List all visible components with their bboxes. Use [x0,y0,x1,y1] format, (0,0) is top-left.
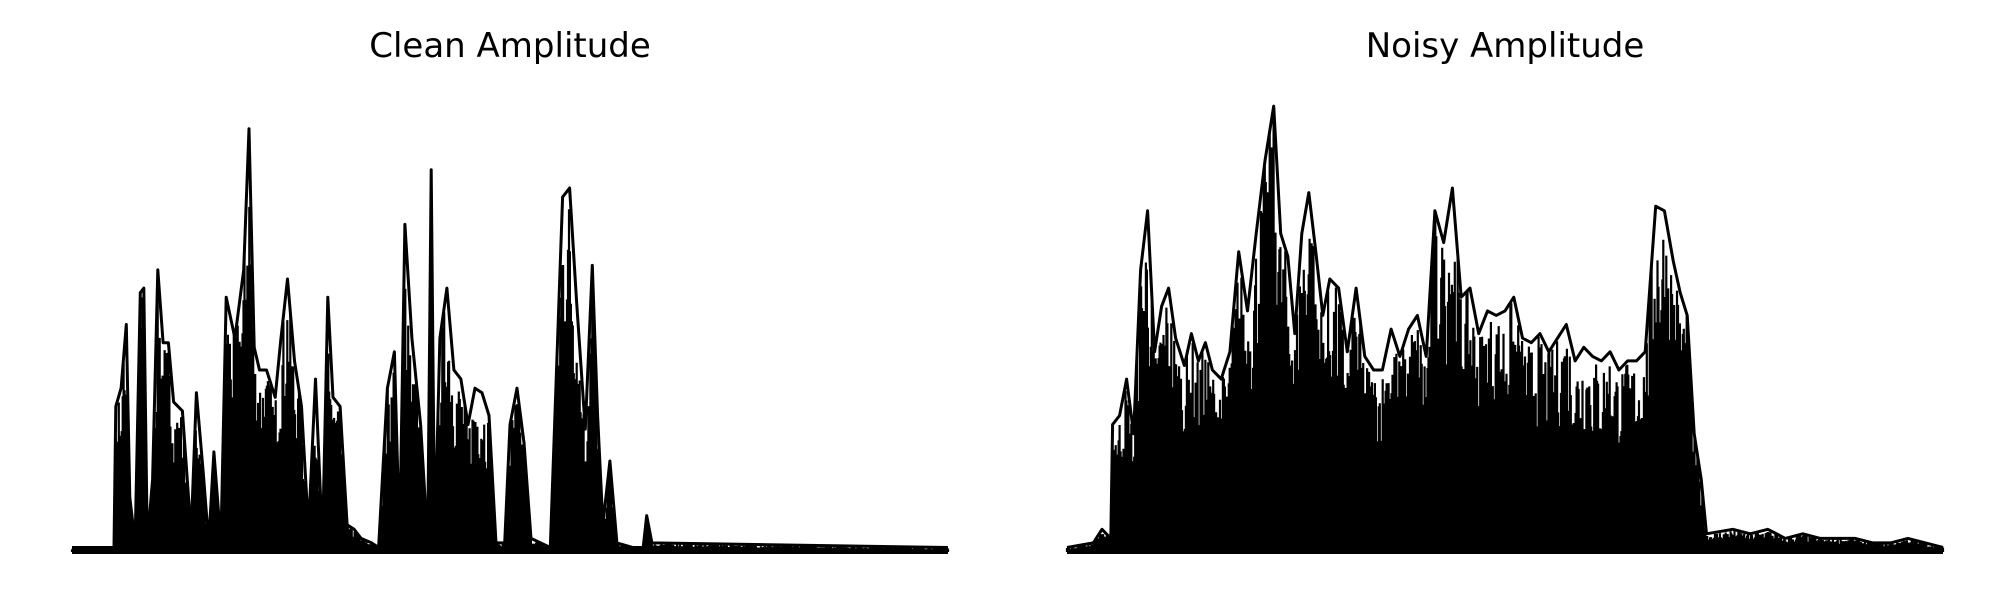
noisy-amplitude-panel: Noisy Amplitude [1055,0,1955,600]
amplitude-waveform [70,206,950,552]
amplitude-envelope-line [72,127,949,549]
amplitude-waveform [1065,112,1945,552]
chart-title: Noisy Amplitude [1365,26,1645,66]
clean-amplitude-plot [70,127,950,554]
amplitude-envelope-line [1066,104,1944,549]
clean-amplitude-panel: Clean Amplitude [60,0,960,600]
noisy-amplitude-plot [1065,104,1945,554]
chart-title: Clean Amplitude [369,26,651,66]
